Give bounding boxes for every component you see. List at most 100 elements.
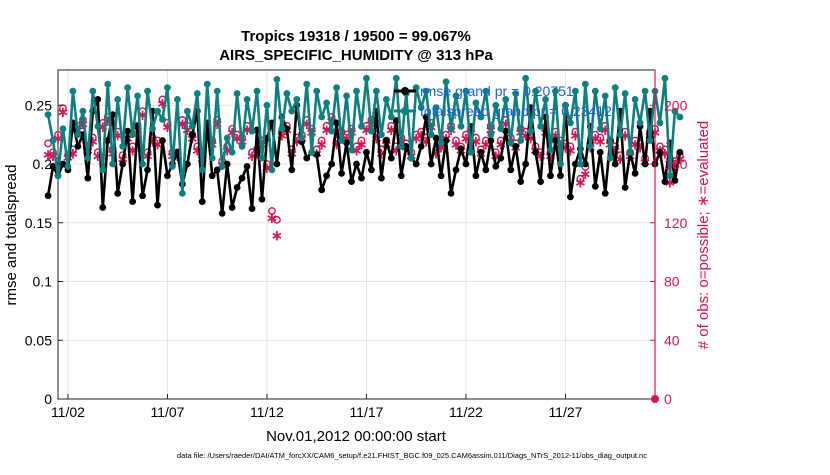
- totalspread-point: [139, 160, 146, 168]
- totalspread-point: [601, 92, 609, 100]
- obs-possible-marker: [596, 133, 605, 142]
- totalspread-point: [437, 139, 445, 147]
- totalspread-point: [293, 95, 301, 103]
- totalspread-point: [387, 113, 395, 121]
- rmse-point: [104, 137, 112, 144]
- totalspread-point: [278, 125, 286, 133]
- chart-title-line2: AIRS_SPECIFIC_HUMIDITY @ 313 hPa: [219, 47, 493, 64]
- rmse-point: [572, 160, 579, 168]
- totalspread-point: [333, 84, 340, 92]
- rmse-point: [144, 166, 151, 174]
- rmse-point: [353, 160, 360, 168]
- obs-possible-marker: [317, 136, 326, 145]
- rmse-point: [84, 174, 92, 182]
- totalspread-point: [343, 92, 350, 100]
- rmse-point: [213, 166, 221, 174]
- rmse-point: [348, 178, 355, 186]
- totalspread-point: [527, 127, 535, 135]
- totalspread-point: [606, 154, 614, 162]
- rmse-point: [129, 198, 137, 206]
- rmse-point: [457, 145, 465, 153]
- y-left-tick-label: 0.2: [33, 156, 53, 172]
- totalspread-point: [447, 125, 455, 133]
- totalspread-point: [507, 139, 515, 147]
- totalspread-point: [492, 101, 500, 109]
- rmse-point: [377, 174, 385, 182]
- obs-evaluated-marker: ∗: [266, 210, 279, 227]
- y-left-tick-label: 0.25: [25, 97, 52, 113]
- rmse-point: [114, 189, 122, 197]
- rmse-point: [591, 182, 599, 190]
- totalspread-point: [318, 113, 326, 121]
- x-tick-label: 11/07: [150, 404, 184, 420]
- totalspread-point: [572, 87, 579, 95]
- totalspread-point: [417, 104, 425, 111]
- series-layer: ∗∗∗∗∗∗∗∗∗∗∗∗∗∗∗∗∗∗∗∗∗∗∗∗∗∗∗∗∗∗∗∗∗∗∗∗∗∗∗∗…: [42, 74, 686, 245]
- totalspread-point: [59, 125, 67, 133]
- totalspread-point: [412, 84, 420, 92]
- totalspread-point: [174, 95, 181, 103]
- totalspread-point: [258, 154, 266, 162]
- y-left-tick-label: 0: [44, 391, 52, 407]
- rmse-point: [288, 166, 296, 174]
- obs-evaluated-marker: ∗: [315, 136, 328, 153]
- rmse-point: [611, 160, 619, 168]
- obs-possible-marker: [268, 207, 276, 215]
- totalspread-point: [94, 123, 102, 130]
- rmse-point: [164, 172, 171, 180]
- totalspread-point: [243, 95, 251, 103]
- totalspread-point: [631, 95, 639, 103]
- y-left-tick-label: 0.05: [25, 332, 52, 348]
- rmse-point: [596, 148, 604, 156]
- rmse-point: [318, 186, 326, 194]
- totalspread-point: [472, 99, 480, 107]
- rmse-point: [512, 142, 520, 150]
- totalspread-point: [218, 162, 226, 170]
- totalspread-point: [268, 166, 276, 174]
- rmse-point: [447, 189, 455, 197]
- totalspread-point: [328, 127, 336, 135]
- y-axis-left-label: rmse and totalspread: [3, 165, 20, 306]
- totalspread-point: [233, 90, 241, 97]
- totalspread-point: [134, 92, 142, 100]
- totalspread-point: [263, 101, 271, 109]
- rmse-point: [621, 184, 629, 191]
- totalspread-point: [517, 137, 525, 144]
- totalspread-point: [114, 95, 122, 103]
- totalspread-point: [159, 115, 166, 123]
- totalspread-point: [99, 166, 107, 174]
- rmse-point: [188, 131, 196, 139]
- rmse-point: [273, 160, 281, 168]
- totalspread-point: [567, 119, 574, 127]
- rmse-point: [119, 160, 127, 168]
- totalspread-point: [283, 90, 291, 97]
- totalspread-point: [124, 84, 132, 92]
- rmse-point: [44, 192, 52, 200]
- totalspread-point: [193, 90, 201, 97]
- totalspread-point: [591, 87, 599, 95]
- rmse-point: [74, 142, 82, 150]
- totalspread-point: [298, 134, 306, 142]
- totalspread-point: [432, 104, 440, 111]
- totalspread-point: [49, 137, 57, 144]
- series-totalspread: [44, 74, 684, 197]
- obs-evaluated-marker: ∗: [57, 104, 70, 121]
- rmse-point: [427, 160, 435, 168]
- totalspread-point: [382, 95, 390, 103]
- y-right-tick-label: 120: [664, 215, 688, 231]
- rmse-point: [248, 205, 256, 213]
- totalspread-point: [119, 142, 127, 150]
- totalspread-point: [586, 142, 594, 150]
- rmse-point: [183, 160, 191, 168]
- totalspread-point: [188, 123, 196, 130]
- totalspread-point: [671, 107, 679, 115]
- totalspread-point: [522, 74, 530, 82]
- rmse-point: [338, 170, 345, 177]
- obs-evaluated-marker: ∗: [211, 116, 224, 133]
- obs-possible-marker: [352, 142, 361, 151]
- totalspread-point: [164, 84, 171, 92]
- totalspread-point: [169, 162, 176, 170]
- totalspread-point: [323, 99, 331, 107]
- rmse-point: [323, 172, 331, 180]
- rmse-point: [154, 201, 161, 209]
